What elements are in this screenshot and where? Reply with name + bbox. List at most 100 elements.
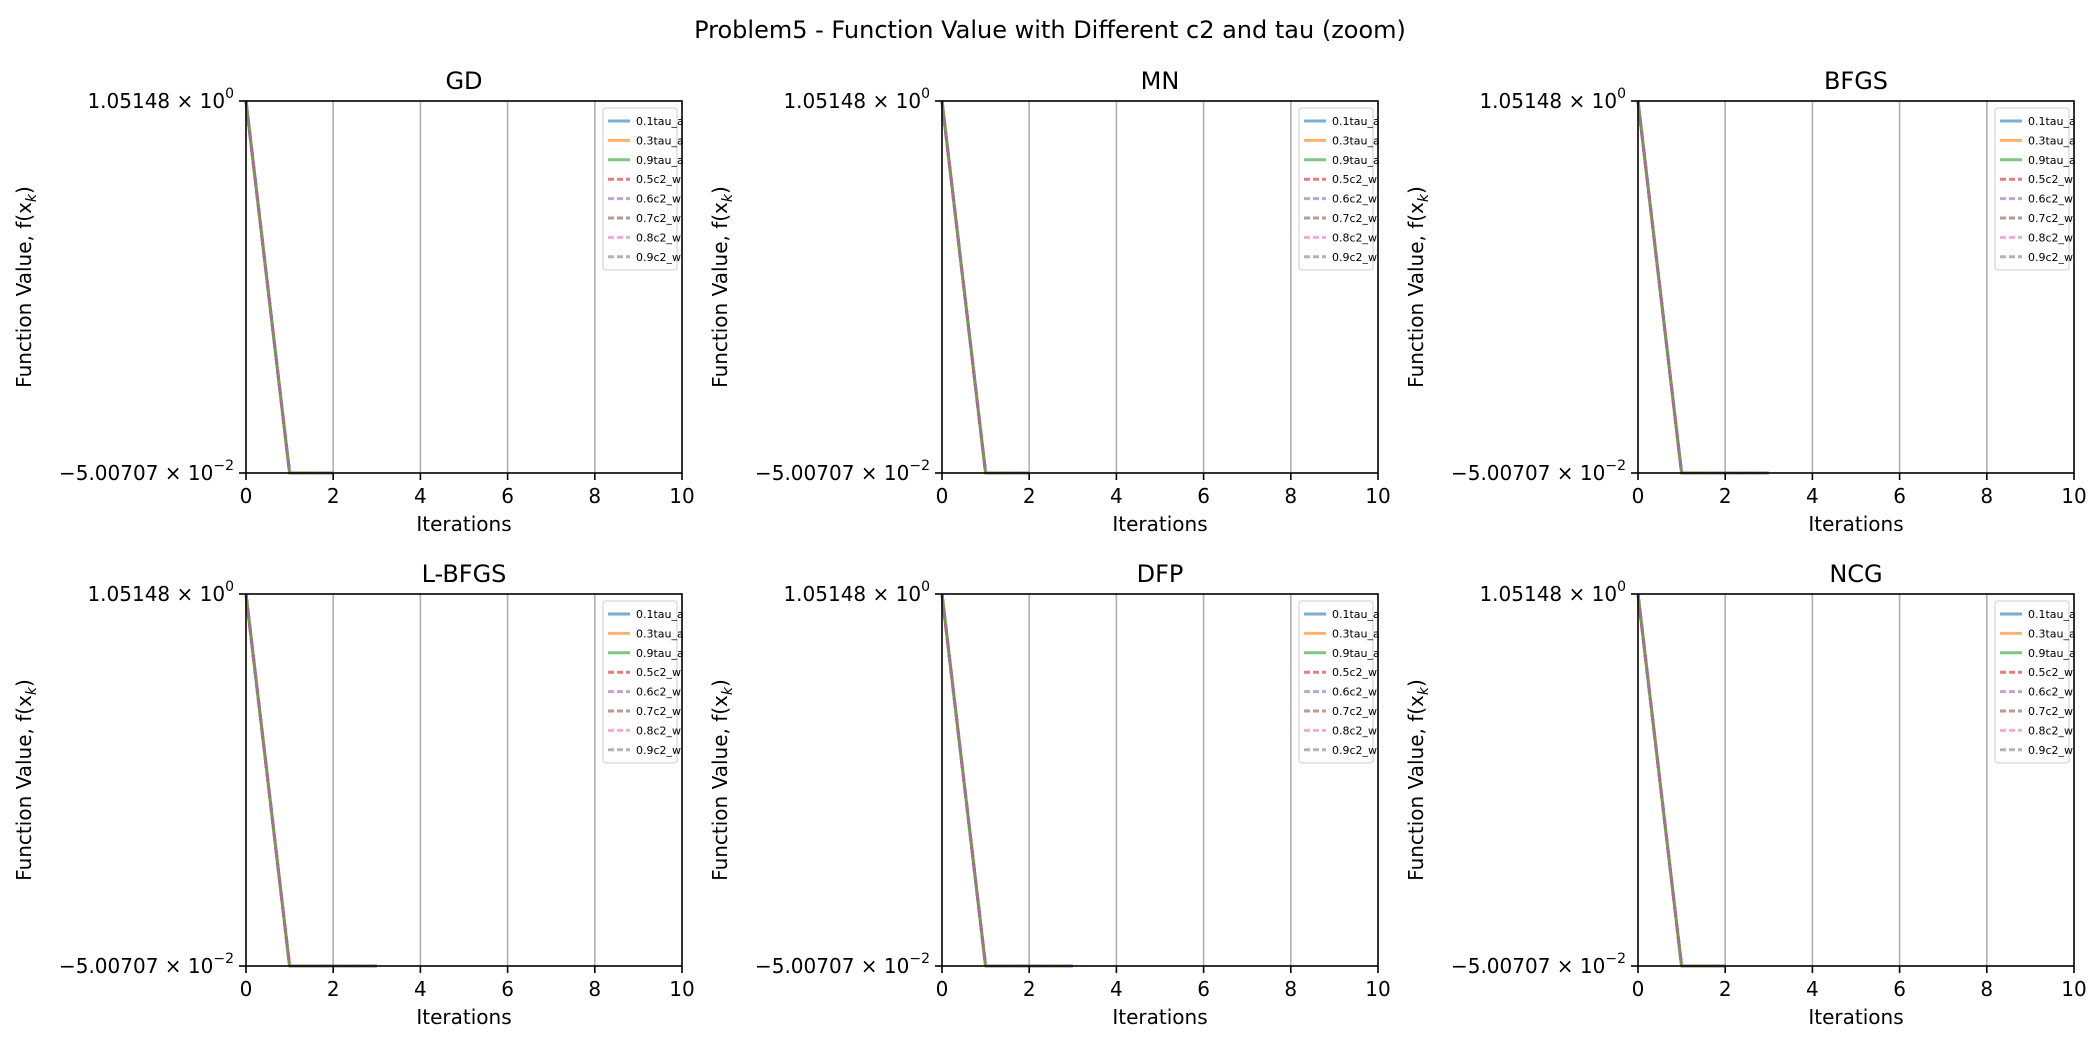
subplot-l-bfgs: 0 2 4 6 8 10 1.05148 × 100 −5.00707 × 10−2 L-BFG… (12, 560, 695, 1029)
legend-label: 0.5c2_w (2028, 173, 2073, 186)
x-tick-label: 2 (327, 484, 340, 508)
x-tick-label: 10 (1365, 977, 1390, 1001)
legend-frame (1994, 600, 2070, 764)
legend: 0.1tau_a 0.3tau_a 0.9tau_a 0.5c2_w 0.6c2_w 0.… (602, 107, 684, 271)
x-axis-label: Iterations (416, 1005, 511, 1029)
x-axis-label: Iterations (1808, 1005, 1903, 1029)
legend-label: 0.8c2_w (636, 231, 681, 244)
subplot-dfp: 0 2 4 6 8 10 1.05148 × 100 −5.00707 × 10−2 DFP It… (708, 560, 1391, 1029)
y-tick-label: 1.05148 × 100 (783, 86, 930, 113)
x-tick-label: 10 (1365, 484, 1390, 508)
legend-label: 0.8c2_w (1332, 231, 1377, 244)
legend-label: 0.1tau_a (636, 115, 684, 128)
x-tick-label: 6 (1893, 484, 1906, 508)
y-tick-label: 1.05148 × 100 (87, 579, 234, 606)
legend-label: 0.9c2_w (1332, 251, 1377, 264)
x-tick-label: 2 (1023, 484, 1036, 508)
legend-label: 0.1tau_a (636, 608, 684, 621)
legend-label: 0.3tau_a (2028, 627, 2076, 640)
legend-label: 0.3tau_a (636, 134, 684, 147)
legend: 0.1tau_a 0.3tau_a 0.9tau_a 0.5c2_w 0.6c2_w 0.… (1994, 107, 2076, 271)
legend: 0.1tau_a 0.3tau_a 0.9tau_a 0.5c2_w 0.6c2_w 0.… (1298, 107, 1380, 271)
axes-frame (941, 593, 1379, 967)
subplot-title: MN (1141, 67, 1180, 95)
legend-label: 0.3tau_a (1332, 134, 1380, 147)
x-axis-label: Iterations (1808, 512, 1903, 536)
y-tick-label: −5.00707 × 10−2 (755, 458, 930, 485)
legend-label: 0.9tau_a (1332, 154, 1380, 167)
legend: 0.1tau_a 0.3tau_a 0.9tau_a 0.5c2_w 0.6c2_w 0.… (1994, 600, 2076, 764)
x-tick-label: 6 (501, 484, 514, 508)
subplot-ncg: 0 2 4 6 8 10 1.05148 × 100 −5.00707 × 10−2 NCG It… (1404, 560, 2087, 1029)
x-tick-label: 10 (2061, 484, 2086, 508)
subplot-title: BFGS (1824, 67, 1888, 95)
legend-label: 0.3tau_a (2028, 134, 2076, 147)
subplot-title: L-BFGS (422, 560, 507, 588)
legend-label: 0.5c2_w (636, 173, 681, 186)
y-axis-label: Function Value, f(xk) (708, 186, 736, 388)
legend-label: 0.6c2_w (636, 686, 681, 699)
y-tick-label: 1.05148 × 100 (783, 579, 930, 606)
legend-label: 0.8c2_w (636, 724, 681, 737)
x-tick-label: 2 (1719, 484, 1732, 508)
legend-label: 0.5c2_w (1332, 173, 1377, 186)
series-line-0.9c2_w (940, 100, 1030, 475)
legend-frame (1298, 107, 1374, 271)
legend-frame (1298, 600, 1374, 764)
x-tick-label: 0 (936, 977, 949, 1001)
y-axis-label: Function Value, f(xk) (1404, 186, 1432, 388)
y-tick-label: −5.00707 × 10−2 (59, 951, 234, 978)
legend-label: 0.7c2_w (1332, 705, 1377, 718)
figure-title: Problem5 - Function Value with Different… (694, 16, 1406, 44)
legend-label: 0.5c2_w (1332, 666, 1377, 679)
x-axis-label: Iterations (416, 512, 511, 536)
subplot-title: NCG (1829, 560, 1882, 588)
x-tick-label: 6 (1893, 977, 1906, 1001)
axes-frame (941, 100, 1379, 474)
legend-label: 0.9tau_a (636, 647, 684, 660)
legend-label: 0.7c2_w (2028, 212, 2073, 225)
legend-label: 0.9tau_a (2028, 647, 2076, 660)
legend-label: 0.1tau_a (1332, 115, 1380, 128)
x-tick-label: 4 (1806, 484, 1819, 508)
y-tick-label: −5.00707 × 10−2 (1451, 951, 1626, 978)
x-tick-label: 10 (2061, 977, 2086, 1001)
subplot-bfgs: 0 2 4 6 8 10 1.05148 × 100 −5.00707 × 10−2 BFGS I… (1404, 67, 2087, 536)
x-tick-label: 2 (327, 977, 340, 1001)
x-tick-label: 4 (1110, 484, 1123, 508)
x-tick-label: 8 (588, 977, 601, 1001)
axes-frame (1637, 100, 2075, 474)
x-tick-label: 6 (1197, 484, 1210, 508)
legend-label: 0.9c2_w (1332, 744, 1377, 757)
x-tick-label: 0 (240, 484, 253, 508)
x-tick-label: 10 (669, 977, 694, 1001)
x-tick-label: 8 (1980, 977, 1993, 1001)
x-tick-label: 2 (1719, 977, 1732, 1001)
x-tick-label: 6 (1197, 977, 1210, 1001)
y-tick-label: 1.05148 × 100 (1479, 86, 1626, 113)
y-tick-label: −5.00707 × 10−2 (755, 951, 930, 978)
legend-frame (602, 600, 678, 764)
legend: 0.1tau_a 0.3tau_a 0.9tau_a 0.5c2_w 0.6c2_w 0.… (1298, 600, 1380, 764)
x-axis-label: Iterations (1112, 1005, 1207, 1029)
subplot-mn: 0 2 4 6 8 10 1.05148 × 100 −5.00707 × 10−2 MN Ite… (708, 67, 1391, 536)
legend-label: 0.8c2_w (2028, 724, 2073, 737)
x-tick-label: 8 (1284, 484, 1297, 508)
legend-label: 0.1tau_a (1332, 608, 1380, 621)
x-tick-label: 4 (1806, 977, 1819, 1001)
legend-label: 0.7c2_w (1332, 212, 1377, 225)
axes-frame (245, 593, 683, 967)
y-axis-label: Function Value, f(xk) (12, 679, 40, 881)
legend-label: 0.9c2_w (2028, 744, 2073, 757)
legend-label: 0.3tau_a (636, 627, 684, 640)
series-line-0.9c2_w (244, 100, 334, 475)
y-tick-label: 1.05148 × 100 (1479, 579, 1626, 606)
legend-label: 0.7c2_w (636, 705, 681, 718)
x-tick-label: 2 (1023, 977, 1036, 1001)
x-tick-label: 6 (501, 977, 514, 1001)
y-axis-label: Function Value, f(xk) (1404, 679, 1432, 881)
x-tick-label: 4 (414, 977, 427, 1001)
x-tick-label: 0 (1632, 977, 1645, 1001)
legend-label: 0.1tau_a (2028, 608, 2076, 621)
